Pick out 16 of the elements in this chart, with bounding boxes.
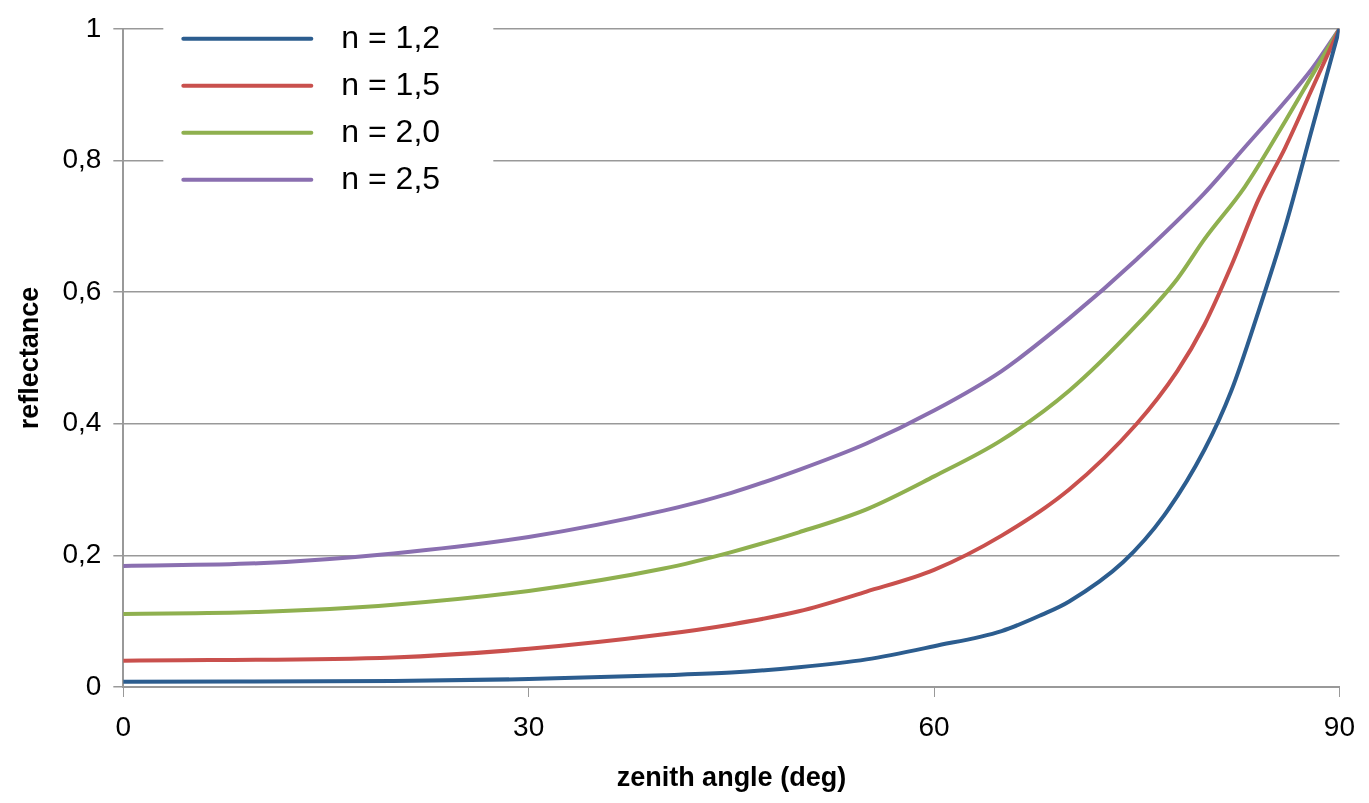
legend-label: n = 2,0: [341, 112, 441, 149]
y-tick-label: 0,8: [62, 143, 102, 175]
x-tick-label: 90: [1323, 710, 1356, 742]
y-tick-label: 0,6: [62, 274, 102, 306]
x-axis-title: zenith angle (deg): [616, 762, 847, 793]
y-axis-title: reflectance: [13, 286, 44, 430]
y-tick-label: 0,4: [62, 406, 102, 438]
legend-label: n = 1,2: [341, 18, 441, 55]
legend-label: n = 2,5: [341, 159, 441, 196]
y-tick-label: 0,2: [62, 538, 102, 570]
y-tick-label: 0: [85, 669, 102, 701]
x-tick-label: 60: [918, 710, 950, 742]
y-tick-label: 1: [85, 11, 102, 43]
x-tick-label: 0: [115, 710, 132, 742]
legend-label: n = 1,5: [341, 65, 441, 102]
x-tick-label: 30: [513, 710, 545, 742]
